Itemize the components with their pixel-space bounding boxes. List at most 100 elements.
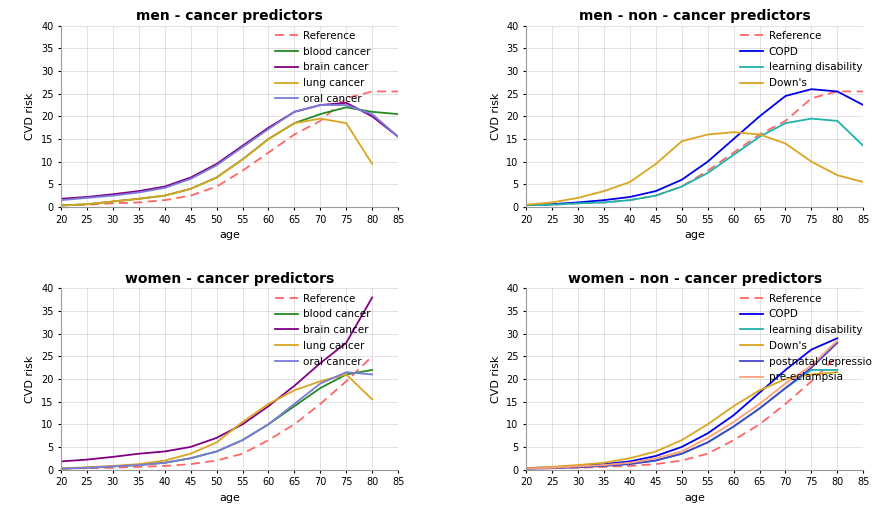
- Line: Reference: Reference: [526, 91, 863, 205]
- brain cancer: [82, 194, 92, 200]
- Line: COPD: COPD: [526, 89, 863, 205]
- Down's: [547, 464, 557, 470]
- Reference: [186, 461, 196, 467]
- Reference: [651, 461, 661, 467]
- Reference: [237, 168, 248, 174]
- oral cancer: [82, 464, 92, 471]
- Reference: [832, 88, 842, 94]
- Down's: [677, 138, 687, 144]
- lung cancer: [367, 396, 378, 402]
- oral cancer: [211, 448, 221, 455]
- blood cancer: [82, 201, 92, 207]
- brain cancer: [107, 454, 118, 460]
- oral cancer: [160, 185, 170, 191]
- Line: brain cancer: brain cancer: [61, 103, 399, 199]
- Reference: [780, 118, 791, 124]
- brain cancer: [290, 383, 300, 389]
- Down's: [651, 448, 661, 455]
- oral cancer: [367, 372, 378, 378]
- blood cancer: [186, 186, 196, 192]
- brain cancer: [341, 340, 351, 346]
- Reference: [547, 202, 557, 208]
- Down's: [599, 460, 610, 466]
- oral cancer: [315, 380, 325, 386]
- lung cancer: [341, 120, 351, 126]
- COPD: [754, 390, 765, 396]
- Line: Down's: Down's: [526, 372, 837, 468]
- blood cancer: [315, 111, 325, 117]
- Down's: [807, 158, 817, 165]
- learning disability: [521, 465, 531, 472]
- brain cancer: [290, 109, 300, 115]
- oral cancer: [237, 144, 248, 150]
- Reference: [807, 378, 817, 384]
- lung cancer: [290, 387, 300, 393]
- learning disability: [651, 457, 661, 463]
- blood cancer: [160, 460, 170, 466]
- COPD: [807, 346, 817, 352]
- oral cancer: [290, 401, 300, 407]
- Reference: [728, 437, 739, 443]
- lung cancer: [211, 174, 221, 181]
- Line: learning disability: learning disability: [526, 370, 837, 469]
- Reference: [858, 88, 869, 94]
- blood cancer: [237, 156, 248, 163]
- pre-eclampsia: [573, 463, 583, 470]
- COPD: [780, 367, 791, 373]
- COPD: [858, 102, 869, 108]
- Down's: [573, 195, 583, 201]
- Reference: [521, 202, 531, 208]
- lung cancer: [186, 186, 196, 192]
- Line: Down's: Down's: [526, 132, 863, 205]
- brain cancer: [56, 458, 66, 464]
- blood cancer: [290, 403, 300, 409]
- postnatal depression: [807, 365, 817, 371]
- Line: learning disability: learning disability: [526, 119, 863, 205]
- X-axis label: age: age: [685, 230, 705, 240]
- oral cancer: [367, 111, 378, 117]
- learning disability: [728, 424, 739, 430]
- lung cancer: [82, 464, 92, 471]
- Line: blood cancer: blood cancer: [61, 370, 372, 469]
- Reference: [341, 95, 351, 101]
- X-axis label: age: age: [219, 493, 240, 503]
- Reference: [651, 192, 661, 199]
- oral cancer: [133, 189, 144, 196]
- Reference: [703, 168, 713, 174]
- postnatal depression: [703, 439, 713, 445]
- lung cancer: [56, 465, 66, 471]
- learning disability: [754, 406, 765, 412]
- Reference: [107, 200, 118, 206]
- Reference: [367, 88, 378, 94]
- blood cancer: [211, 174, 221, 181]
- blood cancer: [315, 385, 325, 391]
- Down's: [521, 202, 531, 208]
- Line: COPD: COPD: [526, 338, 837, 468]
- pre-eclampsia: [599, 462, 610, 468]
- learning disability: [599, 199, 610, 205]
- Reference: [82, 465, 92, 471]
- brain cancer: [367, 114, 378, 120]
- pre-eclampsia: [547, 464, 557, 471]
- postnatal depression: [677, 450, 687, 457]
- Line: pre-eclampsia: pre-eclampsia: [526, 341, 837, 469]
- blood cancer: [341, 104, 351, 110]
- brain cancer: [263, 124, 274, 131]
- oral cancer: [133, 462, 144, 468]
- brain cancer: [211, 161, 221, 167]
- learning disability: [754, 134, 765, 140]
- lung cancer: [133, 196, 144, 202]
- postnatal depression: [599, 463, 610, 469]
- brain cancer: [263, 403, 274, 409]
- Reference: [754, 421, 765, 427]
- learning disability: [858, 143, 869, 149]
- Reference: [728, 150, 739, 156]
- brain cancer: [211, 435, 221, 441]
- Reference: [56, 465, 66, 472]
- COPD: [832, 335, 842, 342]
- pre-eclampsia: [521, 465, 531, 472]
- postnatal depression: [728, 424, 739, 430]
- blood cancer: [341, 372, 351, 378]
- Reference: [832, 353, 842, 360]
- Reference: [703, 450, 713, 457]
